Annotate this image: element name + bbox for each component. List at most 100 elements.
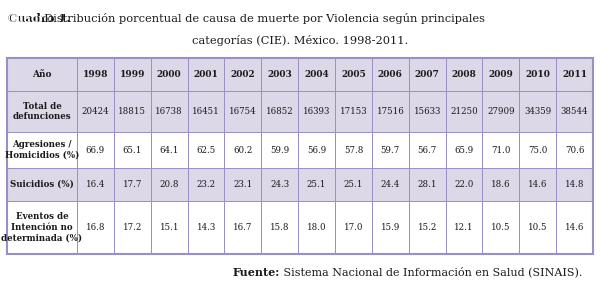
Bar (151, 201, 188, 254)
Bar (335, 91, 372, 132)
Text: 2011: 2011 (562, 70, 587, 79)
Bar (372, 91, 409, 132)
Bar (519, 132, 556, 168)
Bar (188, 201, 224, 254)
Bar (556, 58, 593, 91)
Bar (114, 201, 151, 254)
Bar (224, 168, 262, 201)
Bar (262, 168, 298, 201)
Text: 59.9: 59.9 (270, 145, 289, 154)
Bar (446, 201, 482, 254)
Bar (519, 58, 556, 91)
Bar (335, 201, 372, 254)
Bar (298, 132, 335, 168)
Text: 2008: 2008 (452, 70, 476, 79)
Bar (556, 91, 593, 132)
Text: Distribución porcentual de causa de muerte por Violencia según principales: Distribución porcentual de causa de muer… (8, 13, 485, 24)
Bar (519, 201, 556, 254)
Bar (372, 168, 409, 201)
Text: 75.0: 75.0 (528, 145, 547, 154)
Bar (335, 132, 372, 168)
Bar (298, 168, 335, 201)
Text: 25.1: 25.1 (344, 180, 363, 189)
Text: 57.8: 57.8 (344, 145, 363, 154)
Text: 34359: 34359 (524, 107, 551, 116)
Text: Agresiones /
Homicidios (%): Agresiones / Homicidios (%) (5, 140, 79, 160)
Text: 2000: 2000 (157, 70, 181, 79)
Text: Fuente:: Fuente: (232, 267, 280, 277)
Text: 15.9: 15.9 (380, 223, 400, 232)
Bar (372, 201, 409, 254)
Text: 2003: 2003 (267, 70, 292, 79)
Text: 15.1: 15.1 (160, 223, 179, 232)
Bar (409, 58, 446, 91)
Text: 24.3: 24.3 (270, 180, 289, 189)
Text: 14.3: 14.3 (196, 223, 215, 232)
Bar (446, 91, 482, 132)
Bar (262, 201, 298, 254)
Text: 16.8: 16.8 (86, 223, 105, 232)
Bar (114, 91, 151, 132)
Text: 15.8: 15.8 (270, 223, 289, 232)
Text: Total de
defunciones: Total de defunciones (13, 102, 71, 121)
Bar (77, 132, 114, 168)
Bar (151, 132, 188, 168)
Bar (7, 201, 77, 254)
Bar (556, 132, 593, 168)
Text: 27909: 27909 (487, 107, 515, 116)
Text: 20.8: 20.8 (160, 180, 179, 189)
Bar (409, 168, 446, 201)
Bar (77, 91, 114, 132)
Text: Año: Año (32, 70, 52, 79)
Text: 17.7: 17.7 (122, 180, 142, 189)
Text: 22.0: 22.0 (454, 180, 473, 189)
Text: 17.0: 17.0 (344, 223, 363, 232)
Bar (224, 132, 262, 168)
Bar (482, 201, 519, 254)
Bar (262, 132, 298, 168)
Bar (224, 201, 262, 254)
Bar (482, 132, 519, 168)
Bar (298, 201, 335, 254)
Bar (409, 201, 446, 254)
Text: 2005: 2005 (341, 70, 366, 79)
Text: Eventos de
Intención no
determinada (%): Eventos de Intención no determinada (%) (1, 212, 83, 242)
Text: 24.4: 24.4 (380, 180, 400, 189)
Text: 2001: 2001 (194, 70, 218, 79)
Bar (114, 58, 151, 91)
Text: 56.7: 56.7 (418, 145, 437, 154)
Bar (224, 58, 262, 91)
Text: 14.8: 14.8 (565, 180, 584, 189)
Bar (482, 58, 519, 91)
Bar (372, 132, 409, 168)
Bar (446, 168, 482, 201)
Bar (188, 58, 224, 91)
Text: 15.2: 15.2 (418, 223, 437, 232)
Text: 2006: 2006 (378, 70, 403, 79)
Text: 23.2: 23.2 (196, 180, 215, 189)
Bar (114, 168, 151, 201)
Bar (7, 132, 77, 168)
Text: categorías (CIE). México. 1998-2011.: categorías (CIE). México. 1998-2011. (192, 35, 408, 46)
Text: 16738: 16738 (155, 107, 183, 116)
Bar (188, 132, 224, 168)
Bar (298, 91, 335, 132)
Bar (262, 91, 298, 132)
Bar (77, 201, 114, 254)
Text: 70.6: 70.6 (565, 145, 584, 154)
Text: 62.5: 62.5 (196, 145, 215, 154)
Text: 16.4: 16.4 (86, 180, 105, 189)
Text: 71.0: 71.0 (491, 145, 511, 154)
Bar (446, 132, 482, 168)
Bar (262, 58, 298, 91)
Text: Sistema Nacional de Información en Salud (SINAIS).: Sistema Nacional de Información en Salud… (280, 267, 582, 277)
Text: 66.9: 66.9 (86, 145, 105, 154)
Text: 18.0: 18.0 (307, 223, 326, 232)
Bar (151, 91, 188, 132)
Bar (556, 201, 593, 254)
Text: 28.1: 28.1 (418, 180, 437, 189)
Text: 16451: 16451 (192, 107, 220, 116)
Bar (519, 168, 556, 201)
Bar (151, 58, 188, 91)
Bar (114, 132, 151, 168)
